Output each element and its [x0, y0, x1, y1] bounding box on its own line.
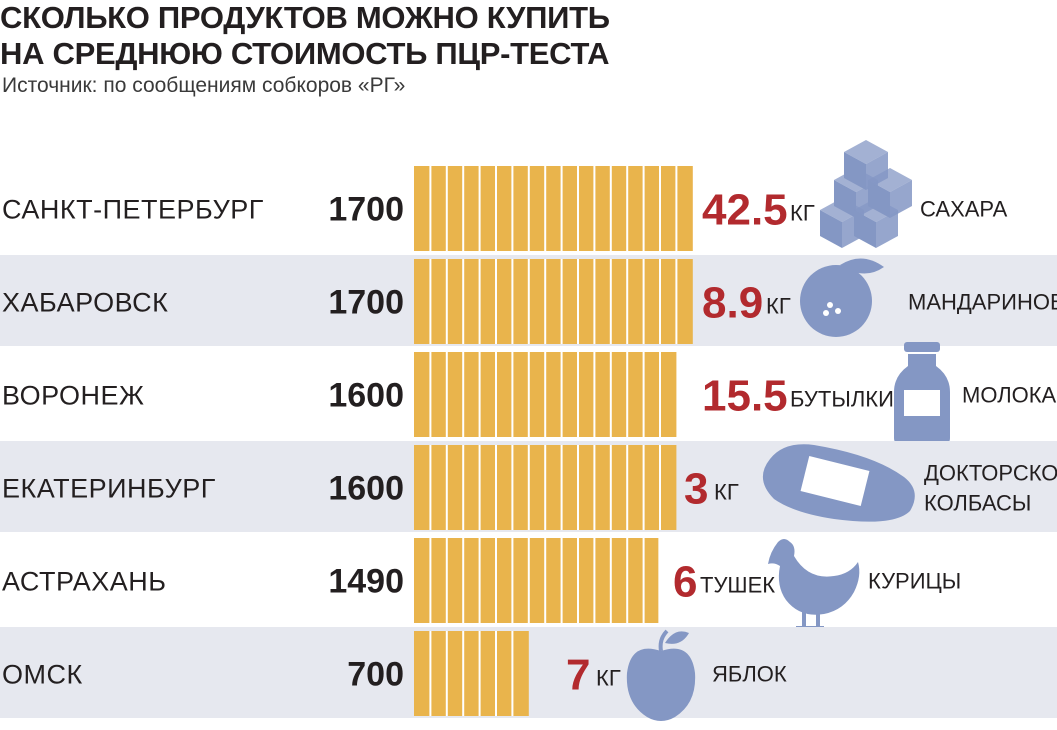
chart-row: САНКТ-ПЕТЕРБУРГ 1700 42.5 КГ САХАРА: [2, 140, 1008, 251]
apple-icon: [626, 629, 696, 721]
chart-title: СКОЛЬКО ПРОДУКТОВ МОЖНО КУПИТЬ НА СРЕДНЮ…: [0, 0, 610, 72]
product-label: ЯБЛОК: [712, 662, 787, 687]
value-label: 1600: [328, 377, 404, 415]
unit-label: КГ: [790, 201, 815, 226]
chart-row: ХАБАРОВСК 1700 8.9 КГ МАНДАРИНОВ: [0, 255, 1057, 346]
category-label: ОМСК: [2, 660, 83, 690]
quantity-label: 6: [673, 558, 697, 607]
unit-label: ТУШЕК: [700, 573, 775, 598]
bar: [414, 445, 677, 530]
quantity-label: 42.5: [702, 186, 788, 235]
value-label: 700: [347, 656, 404, 694]
bar: [414, 631, 529, 716]
chart-row: ЕКАТЕРИНБУРГ 1600 3КГ ДОКТОРСКОЙ КОЛБАСЫ: [0, 441, 1057, 532]
unit-label: БУТЫЛКИ: [790, 387, 894, 412]
sugar-cubes-icon: [820, 140, 912, 248]
value-label: 1600: [328, 470, 404, 508]
unit-label: КГ: [596, 666, 621, 691]
value-label: 1490: [328, 563, 404, 601]
chicken-icon: [768, 539, 860, 630]
bar: [414, 538, 659, 623]
bar: [414, 352, 677, 437]
milk-bottle-icon: [894, 342, 950, 444]
title-line-1: СКОЛЬКО ПРОДУКТОВ МОЖНО КУПИТЬ: [0, 0, 610, 35]
quantity-label: 15.5: [702, 372, 788, 421]
quantity-label: 3: [684, 465, 708, 514]
category-label: АСТРАХАНЬ: [2, 567, 166, 597]
chart-row: ОМСК 700 7 КГ ЯБЛОК: [0, 627, 1057, 721]
product-label: МОЛОКА: [962, 383, 1057, 408]
sausage-icon: [762, 444, 915, 522]
category-label: ХАБАРОВСК: [2, 288, 168, 318]
title-line-2: НА СРЕДНЮЮ СТОИМОСТЬ ПЦР-ТЕСТА: [0, 36, 610, 71]
unit-label: КГ: [714, 480, 739, 505]
value-label: 1700: [328, 191, 404, 229]
product-label: КОЛБАСЫ: [924, 491, 1031, 516]
quantity-label: 7: [566, 651, 590, 700]
product-label: САХАРА: [920, 197, 1008, 222]
tangerine-icon: [800, 258, 884, 337]
product-label: МАНДАРИНОВ: [908, 290, 1057, 315]
category-label: ЕКАТЕРИНБУРГ: [2, 474, 216, 504]
chart-row: ВОРОНЕЖ 1600 15.5 БУТЫЛКИ МОЛОКА: [2, 342, 1057, 444]
category-label: ВОРОНЕЖ: [2, 381, 144, 411]
product-label: ДОКТОРСКОЙ: [924, 461, 1057, 486]
bar: [414, 259, 693, 344]
bar: [414, 166, 693, 251]
value-label: 1700: [328, 284, 404, 322]
source-note: Источник: по сообщениям собкоров «РГ»: [2, 74, 406, 97]
chart-row: АСТРАХАНЬ 1490 6 ТУШЕК КУРИЦЫ: [2, 538, 961, 630]
unit-label: КГ: [766, 294, 791, 319]
quantity-label: 8.9: [702, 279, 763, 328]
product-label: КУРИЦЫ: [868, 569, 961, 594]
category-label: САНКТ-ПЕТЕРБУРГ: [2, 195, 264, 225]
